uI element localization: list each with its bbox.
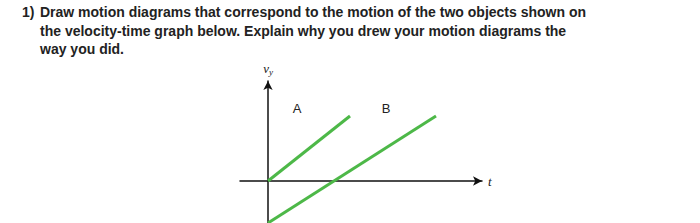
html-text:way you did.: way you did. <box>40 41 124 57</box>
html-text:the velocity-time graph below.: the velocity-time graph below. Explain w… <box>40 22 567 39</box>
svg-text:y: y <box>268 67 273 77</box>
svg-text:A: A <box>293 101 302 116</box>
svg-text:B: B <box>382 101 391 116</box>
html-text:1) Draw motion diagrams that c: 1) Draw motion diagrams that correspond … <box>22 4 586 20</box>
svg-text:v: v <box>263 61 269 76</box>
svg-text:t: t <box>488 174 492 189</box>
